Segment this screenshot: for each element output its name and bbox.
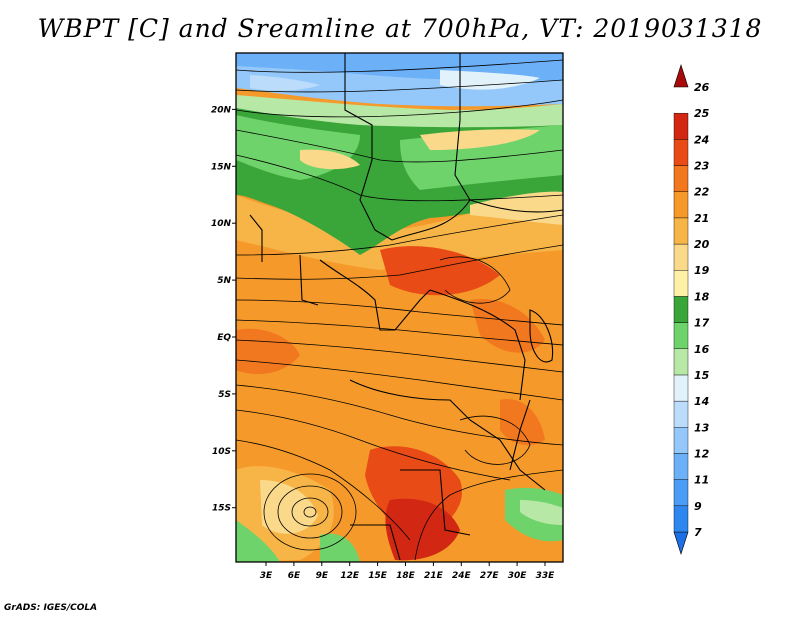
lon-label-3e: 3E [260,571,273,581]
colorbar-label-11: 11 [694,474,709,487]
colorbar-label-18: 18 [694,290,710,303]
longitude-axis: 3E 6E 9E 12E 15E 18E 21E 24E 27E 30E 33E [260,562,555,581]
lon-label-27e: 27E [480,571,500,581]
lat-label-10n: 10N [211,219,232,229]
colorbar-label-14: 14 [694,395,709,408]
colorbar-label-19: 19 [694,264,710,277]
colorbar-swatch [673,427,689,454]
colorbar-swatch [673,453,689,480]
colorbar-swatch [673,243,689,271]
lon-label-33e: 33E [536,571,556,581]
colorbar-label-13: 13 [694,421,710,434]
colorbar-label-20: 20 [694,238,710,251]
lat-label-10s: 10S [212,447,231,457]
credit-label: GrADS: IGES/COLA [4,603,98,613]
colorbar-swatch [673,139,689,166]
colorbar-swatch [673,531,689,555]
lon-label-24e: 24E [452,571,472,581]
wbpt-field [236,53,563,562]
colorbar-swatch [673,270,689,297]
lat-label-20n: 20N [211,105,232,115]
colorbar-swatch [673,348,689,376]
lat-label-5n: 5N [217,276,231,286]
map-frame [235,52,564,563]
lon-label-30e: 30E [508,571,528,581]
colorbar-label-15: 15 [694,369,710,382]
colorbar: 7 9 11 12 13 14 15 16 17 18 19 20 21 22 23 24 25 26 [673,64,710,555]
lon-label-18e: 18E [396,571,416,581]
colorbar-label-7: 7 [694,526,702,539]
lon-label-9e: 9E [316,571,329,581]
streamlines [236,59,563,561]
chart-title: WBPT [C] and Sreamline at 700hPa, VT: 20… [37,14,763,43]
colorbar-swatch [673,322,689,349]
colorbar-swatch [673,400,689,428]
colorbar-swatch [673,64,689,88]
country-borders [249,53,563,561]
colorbar-label-12: 12 [694,447,710,460]
colorbar-swatch [673,479,689,507]
colorbar-swatch [673,112,689,140]
colorbar-label-16: 16 [694,343,710,356]
lat-label-15s: 15S [212,504,231,514]
lat-label-5s: 5S [218,390,231,400]
colorbar-swatch [673,505,689,533]
colorbar-swatch [673,217,689,245]
lon-label-21e: 21E [424,571,444,581]
colorbar-swatch [673,191,689,219]
lon-label-6e: 6E [288,571,301,581]
colorbar-swatch [673,165,689,192]
colorbar-swatch [673,296,689,323]
lat-label-15n: 15N [211,162,232,172]
colorbar-label-23: 23 [694,160,710,173]
colorbar-label-26: 26 [694,81,710,94]
lon-label-12e: 12E [340,571,360,581]
lat-label-eq: EQ [217,333,231,343]
colorbar-label-25: 25 [694,107,710,120]
colorbar-swatch [673,374,689,402]
colorbar-label-24: 24 [694,133,709,146]
colorbar-label-21: 21 [694,212,709,225]
latitude-axis: 20N 15N 10N 5N EQ 5S 10S 15S [211,105,236,514]
lon-label-15e: 15E [368,571,388,581]
colorbar-label-22: 22 [694,186,710,199]
colorbar-label-17: 17 [694,317,710,330]
colorbar-label-9: 9 [694,500,702,513]
